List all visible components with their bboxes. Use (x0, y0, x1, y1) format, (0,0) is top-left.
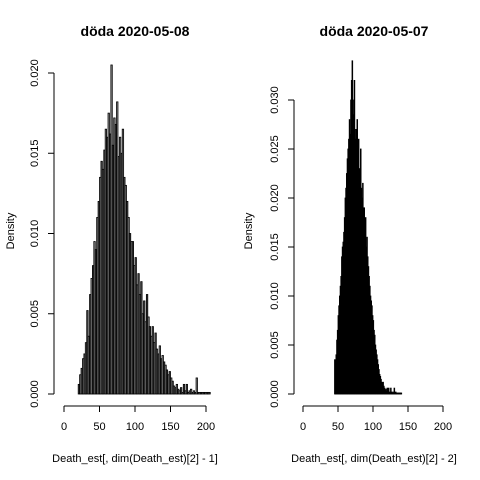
x-tick-label: 150 (161, 421, 179, 433)
bars-left (77, 64, 211, 395)
x-tick-label: 50 (93, 421, 105, 433)
x-tick-label: 0 (300, 421, 306, 433)
y-axis-right: 0.000 0.005 0.010 0.015 0.020 0.025 0.030 (269, 86, 295, 408)
x-tick-label: 50 (332, 421, 344, 433)
histogram-bar (195, 377, 198, 395)
y-tick-label: 0.000 (269, 380, 281, 408)
x-axis-right: 0 50 100 150 200 (300, 405, 452, 433)
histogram-bar (185, 383, 188, 395)
x-tick-label: 150 (399, 421, 417, 433)
y-tick-label: 0.000 (29, 380, 41, 408)
y-axis-label-left: Density (5, 212, 17, 249)
y-axis-label-right: Density (243, 212, 255, 249)
y-tick-label: 0.030 (269, 86, 281, 114)
y-tick-label: 0.010 (269, 282, 281, 310)
y-tick-label: 0.025 (269, 135, 281, 163)
x-tick-label: 100 (126, 421, 144, 433)
histogram-bar (400, 392, 403, 395)
x-tick-label: 200 (434, 421, 452, 433)
y-tick-label: 0.005 (29, 300, 41, 328)
histogram-bar (182, 383, 186, 395)
histogram-panel-right: döda 2020-05-07 0 50 100 150 200 0.0000.0050… (243, 23, 457, 465)
bars-right (334, 60, 403, 395)
y-tick-label: 0.015 (29, 139, 41, 167)
x-axis-label-left: Death_est[, dim(Death_est)[2] - 1] (52, 453, 218, 465)
y-tick-label: 0.010 (29, 220, 41, 248)
chart-title-right: döda 2020-05-07 (320, 23, 429, 39)
histogram-bar (189, 388, 193, 395)
histogram-bar (180, 387, 183, 395)
y-tick-label: 0.020 (29, 59, 41, 87)
histogram-bar (208, 391, 211, 395)
y-tick-label: 0.015 (269, 233, 281, 261)
x-tick-label: 0 (61, 421, 67, 433)
x-tick-label: 200 (197, 421, 215, 433)
histogram-panel-left: döda 2020-05-08 0 50 100 150 200 0.0000.0050… (5, 23, 218, 465)
x-tick-label: 100 (364, 421, 382, 433)
chart-title-left: döda 2020-05-08 (81, 23, 190, 39)
y-axis-left: 0.000 0.005 0.010 0.015 0.020 (29, 59, 55, 408)
y-tick-label: 0.020 (269, 184, 281, 212)
x-axis-left: 0 50 100 150 200 (61, 405, 215, 433)
x-axis-label-right: Death_est[, dim(Death_est)[2] - 2] (291, 453, 457, 465)
y-tick-label: 0.005 (269, 331, 281, 359)
